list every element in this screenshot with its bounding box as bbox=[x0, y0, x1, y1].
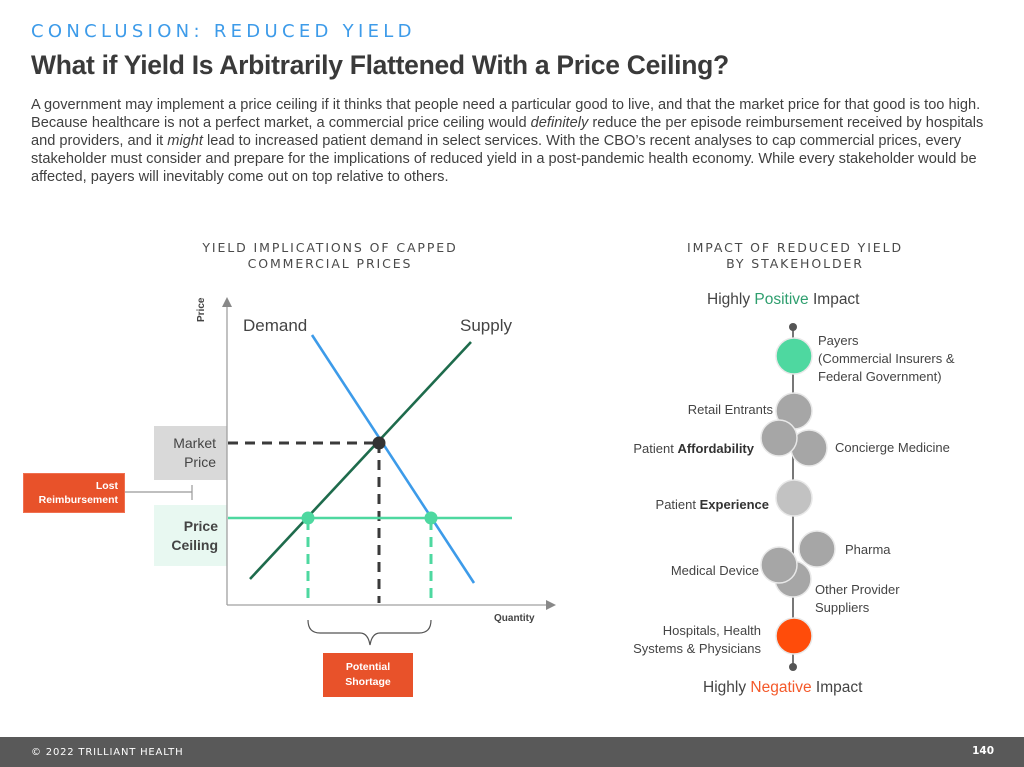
highly-negative-impact-label: Highly Negative Impact bbox=[703, 679, 862, 697]
ceiling-demand-point bbox=[424, 511, 438, 525]
positive-post: Impact bbox=[808, 291, 860, 308]
payers-label-line2: (Commercial Insurers & bbox=[818, 351, 955, 366]
payers-label-line3: Federal Government) bbox=[818, 369, 942, 384]
market-price-box: Market Price bbox=[154, 426, 227, 480]
retail-entrants-label: Retail Entrants bbox=[687, 402, 773, 417]
potential-shortage-line2: Shortage bbox=[345, 676, 391, 688]
shortage-brace bbox=[307, 619, 432, 646]
right-diagram-title-line1: IMPACT OF REDUCED YIELD bbox=[687, 240, 903, 255]
patient-affordability-label: Patient Affordability bbox=[633, 440, 754, 458]
patient-affordability-bold: Affordability bbox=[677, 441, 754, 456]
footer-copyright: © 2022 TRILLIANT HEALTH bbox=[31, 747, 184, 758]
price-ceiling-label-line1: Price bbox=[183, 517, 218, 534]
patient-experience-label: Patient Experience bbox=[656, 496, 769, 514]
potential-shortage-line1: Potential bbox=[345, 661, 391, 673]
patient-affordability-pre: Patient bbox=[633, 441, 678, 456]
lost-reimbursement-line2: Reimbursement bbox=[38, 494, 118, 506]
medical-device-circle bbox=[760, 546, 798, 584]
hospitals-circle bbox=[775, 617, 813, 655]
demand-label: Demand bbox=[243, 316, 308, 335]
lost-reimbursement-line1: Lost bbox=[95, 480, 118, 492]
pharma-circle bbox=[798, 530, 836, 568]
x-axis-label: Quantity bbox=[494, 613, 535, 624]
lost-reimbursement-callout: Lost Reimbursement bbox=[23, 473, 125, 513]
other-provider-suppliers-label: Other Provider Suppliers bbox=[815, 581, 900, 617]
payers-label: Payers (Commercial Insurers & Federal Go… bbox=[818, 332, 955, 386]
patient-experience-pre: Patient bbox=[655, 497, 700, 512]
price-ceiling-label-line2: Ceiling bbox=[171, 536, 218, 553]
page-title: What if Yield Is Arbitrarily Flattened W… bbox=[31, 50, 729, 80]
spine-top-endpoint bbox=[789, 323, 797, 331]
patient-experience-circle bbox=[775, 479, 813, 517]
positive-pre: Highly bbox=[707, 291, 755, 308]
highly-positive-impact-label: Highly Positive Impact bbox=[707, 291, 860, 309]
price-ceiling-box: Price Ceiling bbox=[154, 505, 227, 566]
intro-paragraph: A government may implement a price ceili… bbox=[31, 96, 991, 186]
spine-bottom-endpoint bbox=[789, 663, 797, 671]
page-number: 140 bbox=[972, 745, 994, 757]
right-diagram-title: IMPACT OF REDUCED YIELD BY STAKEHOLDER bbox=[640, 240, 950, 272]
supply-curve bbox=[249, 341, 472, 580]
market-price-label-line1: Market bbox=[173, 435, 216, 451]
left-diagram-title: YIELD IMPLICATIONS OF CAPPED COMMERCIAL … bbox=[150, 240, 510, 272]
hospitals-line2: Systems & Physicians bbox=[633, 641, 761, 656]
intro-emphasis-might: might bbox=[167, 133, 203, 149]
supply-label: Supply bbox=[460, 316, 512, 335]
concierge-medicine-label: Concierge Medicine bbox=[835, 440, 950, 455]
patient-affordability-circle bbox=[760, 419, 798, 457]
equilibrium-point bbox=[372, 436, 386, 450]
x-axis-arrow-icon bbox=[546, 600, 556, 610]
intro-text-2: reduce the per episode reimbursement rec… bbox=[31, 115, 984, 149]
payers-label-line1: Payers bbox=[818, 333, 859, 348]
left-diagram-title-line1: YIELD IMPLICATIONS OF CAPPED bbox=[202, 240, 458, 255]
negative-post: Impact bbox=[811, 679, 863, 696]
potential-shortage-callout: Potential Shortage bbox=[323, 653, 413, 697]
hospitals-label: Hospitals, Health Systems & Physicians bbox=[633, 622, 761, 658]
right-diagram-title-line2: BY STAKEHOLDER bbox=[726, 256, 864, 271]
section-eyebrow: CONCLUSION: REDUCED YIELD bbox=[31, 21, 416, 42]
positive-accent: Positive bbox=[754, 291, 809, 308]
payers-circle bbox=[775, 337, 813, 375]
pharma-label: Pharma bbox=[845, 542, 891, 557]
patient-experience-bold: Experience bbox=[699, 497, 769, 512]
y-axis-label: Price bbox=[196, 297, 207, 322]
negative-accent: Negative bbox=[750, 679, 812, 696]
negative-pre: Highly bbox=[703, 679, 751, 696]
y-axis-arrow-icon bbox=[222, 297, 232, 307]
other-provider-line2: Suppliers bbox=[815, 600, 870, 615]
ceiling-supply-point bbox=[301, 511, 315, 525]
left-diagram-title-line2: COMMERCIAL PRICES bbox=[247, 256, 413, 271]
other-provider-line1: Other Provider bbox=[815, 582, 900, 597]
intro-text-3: lead to increased patient demand in sele… bbox=[31, 133, 977, 185]
market-price-label-line2: Price bbox=[184, 454, 216, 470]
hospitals-line1: Hospitals, Health bbox=[662, 623, 761, 638]
demand-curve bbox=[310, 334, 476, 584]
intro-text-1: A government may implement a price ceili… bbox=[31, 97, 981, 131]
footer-bar: © 2022 TRILLIANT HEALTH 140 bbox=[0, 737, 1024, 767]
medical-device-label: Medical Device bbox=[670, 563, 759, 578]
intro-emphasis-definitely: definitely bbox=[530, 115, 589, 131]
